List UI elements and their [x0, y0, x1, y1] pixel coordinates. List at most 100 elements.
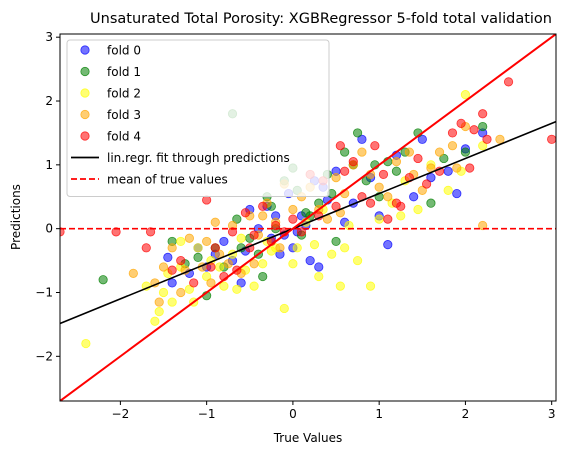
data-point-fold1-26: [391, 166, 402, 176]
data-point-fold2-18: [258, 259, 268, 269]
data-point-fold4-44: [240, 208, 251, 218]
data-point-fold4-27: [365, 198, 376, 208]
data-point-fold2-5: [167, 297, 177, 307]
data-point-fold2-35: [413, 204, 423, 215]
data-point-fold4-38: [465, 163, 475, 173]
data-point-fold4-18: [288, 214, 298, 224]
data-point-fold4-28: [370, 141, 380, 151]
data-point-fold4-42: [503, 77, 514, 87]
x-tick-label: 2: [462, 407, 470, 421]
data-point-fold2-1: [150, 316, 160, 326]
x-tick-label: 3: [548, 407, 556, 421]
data-point-fold4-2: [141, 243, 151, 253]
data-point-fold4-47: [189, 278, 199, 288]
legend-marker: [80, 45, 90, 55]
data-point-fold2-21: [279, 303, 289, 314]
data-point-fold1-36: [301, 208, 311, 218]
data-point-fold1-0: [98, 275, 108, 285]
data-point-fold3-16: [249, 259, 259, 269]
data-point-fold2-37: [443, 185, 453, 195]
y-tick-label: 0: [45, 222, 53, 236]
y-tick-label: −2: [35, 349, 53, 363]
data-point-fold4-0: [60, 227, 65, 237]
data-point-fold1-31: [460, 147, 471, 157]
data-point-fold3-10: [210, 217, 220, 227]
data-point-fold3-0: [128, 268, 138, 278]
x-axis-label: True Values: [273, 431, 343, 445]
data-point-fold4-34: [422, 179, 432, 189]
data-point-fold2-23: [292, 243, 302, 253]
data-point-fold4-46: [391, 198, 402, 208]
legend-label: fold 3: [107, 108, 141, 122]
data-point-fold4-19: [296, 227, 307, 237]
legend-box: [66, 39, 330, 197]
legend-label: fold 1: [107, 65, 141, 79]
data-point-fold2-9: [193, 243, 203, 253]
data-point-fold3-7: [184, 233, 194, 243]
data-point-fold4-41: [482, 134, 492, 144]
data-point-fold4-23: [335, 141, 345, 151]
data-point-fold4-13: [249, 230, 259, 240]
data-point-fold2-15: [236, 233, 246, 243]
legend: fold 0 fold 1 fold 2 fold 3 fold 4 lin.regr. …: [66, 39, 330, 197]
data-point-fold3-9: [206, 278, 216, 288]
data-point-fold2-22: [288, 259, 298, 269]
trend-lines: [60, 34, 556, 401]
legend-label: mean of true values: [107, 173, 228, 187]
data-point-fold4-1: [111, 227, 121, 237]
x-tick-label: 1: [375, 407, 383, 421]
legend-label: lin.regr. fit through predictions: [107, 151, 290, 165]
legend-label: fold 0: [107, 44, 141, 58]
data-point-fold4-5: [176, 255, 186, 266]
data-point-fold2-28: [335, 281, 345, 291]
data-point-fold2-39: [460, 90, 471, 100]
data-point-fold2-43: [314, 271, 324, 282]
y-axis: −2 −1 0 1 2 3: [35, 30, 60, 363]
data-point-fold2-7: [184, 284, 194, 294]
identity-line: [60, 34, 556, 401]
data-point-fold0-33: [426, 173, 436, 183]
y-tick-label: −1: [35, 285, 53, 299]
data-point-fold3-12: [223, 259, 233, 269]
data-point-fold3-31: [374, 182, 384, 192]
data-point-fold4-33: [413, 153, 423, 164]
data-point-fold1-37: [193, 252, 203, 262]
data-point-fold3-29: [357, 147, 367, 157]
data-point-fold4-29: [378, 169, 389, 180]
data-point-fold3-40: [478, 220, 488, 231]
data-point-fold3-42: [275, 243, 285, 253]
data-point-fold0-6: [219, 236, 229, 247]
data-point-fold4-6: [202, 195, 212, 205]
data-point-fold0-32: [417, 134, 427, 144]
y-axis-label: Predictions: [9, 184, 23, 250]
legend-marker: [80, 88, 90, 98]
x-axis: −2 −1 0 1 2 3: [112, 401, 556, 421]
y-tick-label: 1: [45, 158, 53, 172]
data-point-fold1-23: [361, 176, 371, 186]
data-point-fold4-14: [258, 201, 268, 211]
data-point-fold0-0: [163, 252, 173, 262]
data-point-fold3-2: [154, 297, 164, 307]
data-point-fold1-32: [478, 121, 488, 132]
data-point-fold3-4: [167, 243, 177, 253]
data-point-fold4-43: [547, 134, 556, 144]
data-point-fold1-22: [352, 128, 363, 138]
data-point-fold1-30: [439, 153, 449, 164]
data-point-fold0-21: [314, 262, 324, 272]
legend-label: fold 2: [107, 87, 141, 101]
data-point-fold4-40: [478, 109, 488, 119]
data-point-fold4-25: [348, 157, 358, 167]
data-point-fold3-26: [331, 173, 341, 183]
data-point-fold3-46: [452, 163, 462, 173]
data-point-fold2-31: [365, 281, 376, 291]
data-point-fold2-2: [154, 307, 164, 317]
data-point-fold3-38: [447, 141, 458, 151]
data-point-fold2-32: [374, 214, 384, 224]
data-point-fold3-8: [202, 236, 212, 247]
data-point-fold4-30: [383, 214, 393, 224]
data-point-fold2-30: [352, 255, 363, 266]
data-point-fold2-47: [232, 284, 242, 294]
data-point-fold0-35: [452, 188, 462, 199]
legend-marker: [80, 131, 90, 141]
data-point-fold2-10: [202, 271, 212, 282]
